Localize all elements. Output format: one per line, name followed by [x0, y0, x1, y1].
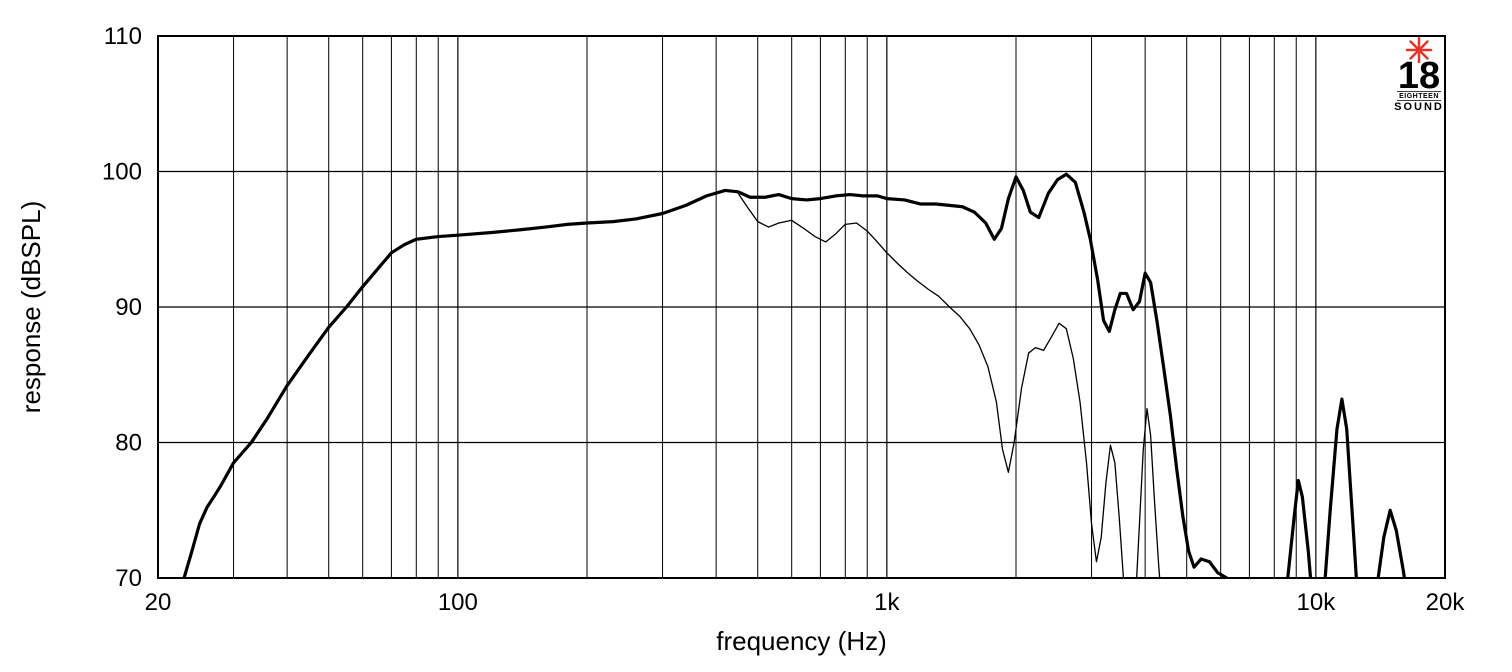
- logo-line1: EIGHTEEN: [1399, 93, 1439, 100]
- series-on-axis: [184, 174, 1445, 672]
- series-off-axis: [738, 193, 1187, 672]
- y-axis-label: response (dBSPL): [16, 201, 46, 413]
- x-axis-label: frequency (Hz): [716, 626, 887, 656]
- axis-ticks: 70 80 90 100 110 20 100 1k 10k 20k: [102, 23, 1465, 616]
- svg-text:10k: 10k: [1297, 589, 1337, 616]
- grid: [158, 36, 1445, 578]
- svg-text:80: 80: [115, 430, 142, 457]
- svg-text:100: 100: [102, 159, 142, 186]
- svg-text:1k: 1k: [874, 589, 900, 616]
- svg-text:20k: 20k: [1426, 589, 1466, 616]
- chart-container: { "chart": { "type": "line", "background…: [0, 0, 1512, 672]
- svg-text:110: 110: [104, 23, 142, 50]
- svg-text:70: 70: [115, 565, 142, 592]
- svg-text:20: 20: [145, 589, 172, 616]
- chart-svg: 70 80 90 100 110 20 100 1k 10k 20k frequency (Hz)…: [0, 0, 1512, 672]
- logo-number: 18: [1398, 55, 1440, 97]
- svg-text:90: 90: [115, 294, 142, 321]
- svg-text:100: 100: [438, 589, 478, 616]
- series-group: [184, 174, 1445, 672]
- brand-logo: 18 EIGHTEEN SOUND: [1394, 38, 1444, 113]
- logo-line2: SOUND: [1394, 101, 1444, 113]
